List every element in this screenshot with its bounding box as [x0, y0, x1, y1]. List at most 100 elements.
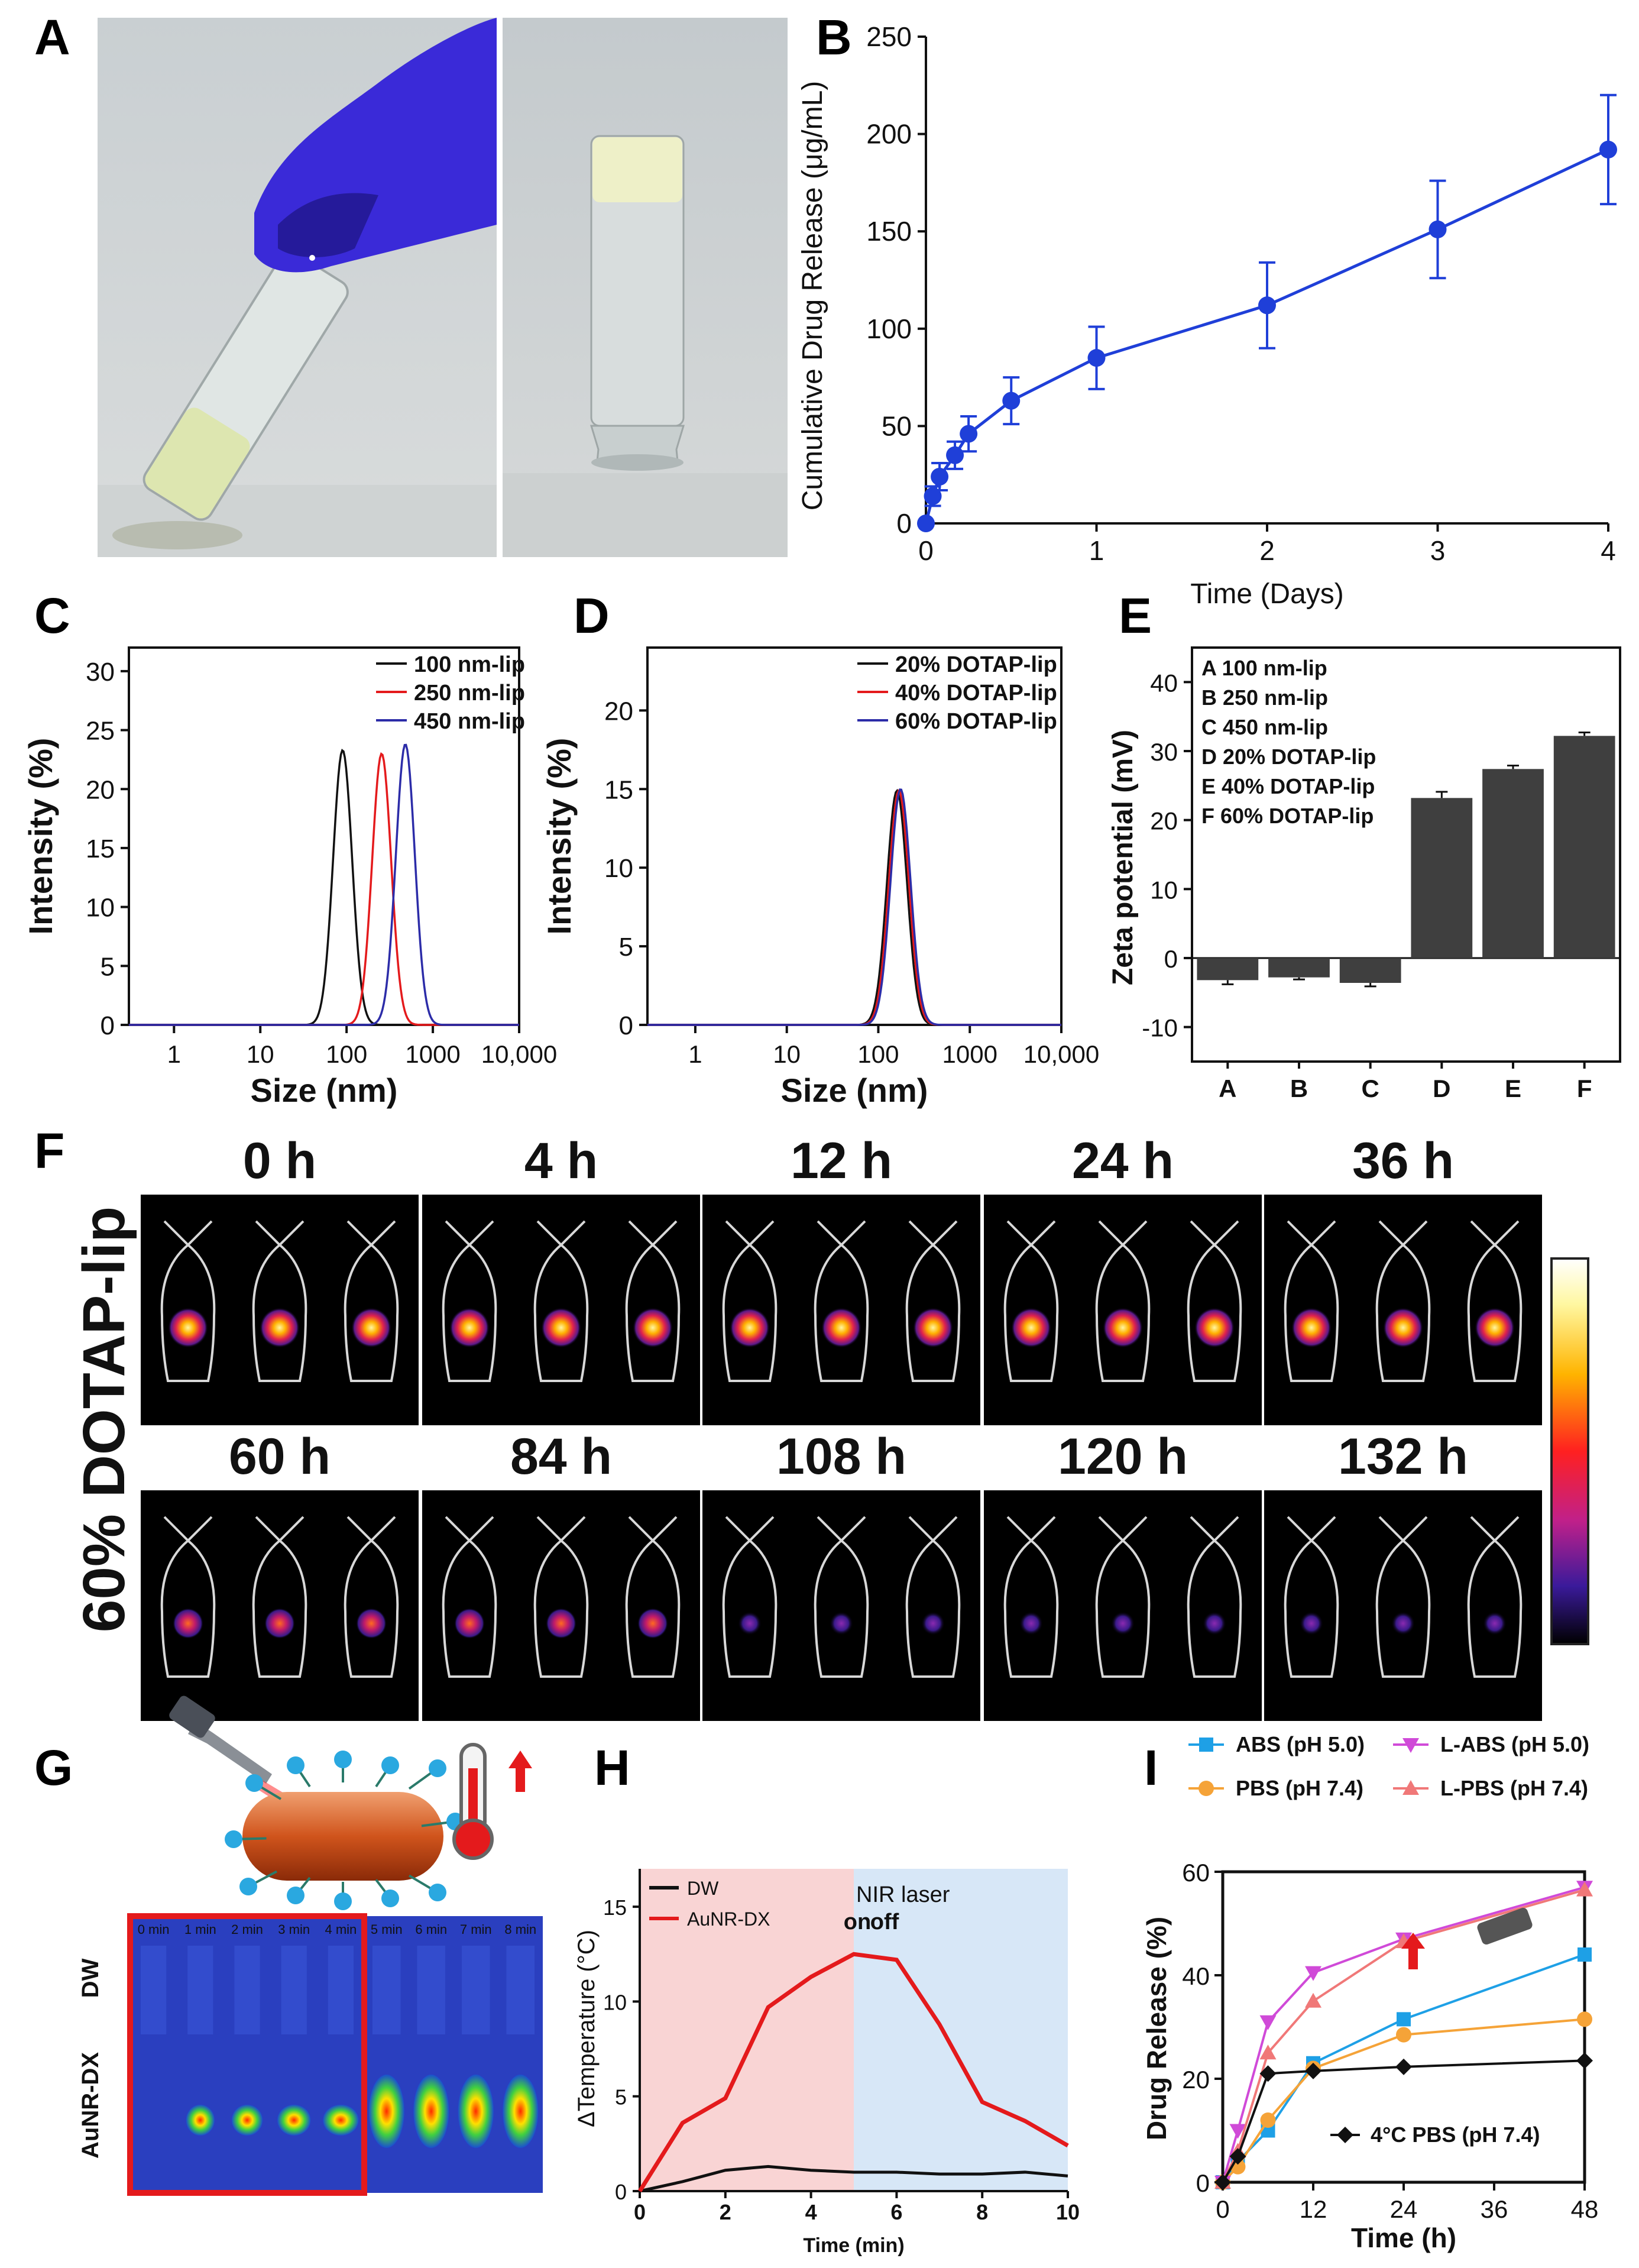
signal-spot [1019, 1612, 1043, 1635]
y-tick-label: 10 [1150, 876, 1178, 904]
mouse-outline [625, 1516, 681, 1678]
panel-label-e: E [1119, 588, 1152, 643]
mouse-outline [442, 1516, 497, 1678]
thermal-row-dw: DW [77, 1958, 103, 1998]
thermal-image: 0 min 1 min 2 min 3 min 4 min 5 min 6 min 7 min… [77, 1913, 543, 2196]
mouse-outline [252, 1516, 307, 1678]
y-tick-label: 150 [866, 216, 912, 247]
x-tick-label: 8 [976, 2200, 988, 2224]
thermal-row-aunr: AuNR-DX [77, 2052, 103, 2159]
marker-diamond [1337, 2127, 1353, 2143]
thermal-time-label: 6 min [415, 1922, 447, 1937]
image-tile [1264, 1490, 1542, 1721]
image-tile [984, 1490, 1262, 1721]
legend-label: AuNR-DX [687, 1908, 770, 1930]
time-label: 12 h [791, 1133, 892, 1189]
x-tick-label: 24 [1390, 2195, 1418, 2223]
mouse-outline [252, 1220, 307, 1382]
signal-spot [168, 1308, 208, 1348]
signal-spot [1194, 1308, 1235, 1348]
marker-triangle-down [1402, 1738, 1419, 1753]
signal-spot [356, 1608, 387, 1639]
mouse-outline [625, 1220, 681, 1382]
y-tick-label: 40 [1150, 669, 1178, 697]
x-axis-label: Size (nm) [781, 1072, 928, 1109]
x-tick-label: 2 [1259, 535, 1275, 566]
chart-b-cumulative-release: 0 50 100 150 200 250 0 1 2 3 4 Time (Days) Cumulativ… [797, 21, 1617, 610]
mouse-outline [1467, 1220, 1523, 1382]
y-tick-label: 0 [1164, 945, 1178, 973]
legend-label: 4°C PBS (pH 7.4) [1371, 2123, 1540, 2147]
y-axis-label: Zeta potential (mV) [1107, 730, 1139, 985]
signal-spot [1300, 1612, 1323, 1635]
signal-spot [449, 1308, 490, 1348]
legend-label: 20% DOTAP-lip [895, 652, 1057, 677]
time-label: 120 h [1058, 1428, 1188, 1485]
x-tick-label: 10 [773, 1040, 801, 1068]
x-tick-label: 4 [805, 2200, 817, 2224]
marker-triangle-down [1305, 1966, 1321, 1981]
mouse-outline [1284, 1220, 1339, 1382]
y-tick-label: 0 [619, 1011, 633, 1040]
legend-entry: B 250 nm-lip [1201, 685, 1328, 710]
data-point [1258, 296, 1276, 315]
y-tick-label: 5 [101, 952, 115, 981]
y-axis-label: Intensity (%) [22, 738, 59, 935]
laser-off-region [854, 1869, 1068, 2191]
dw-vial [506, 1946, 535, 2034]
time-label: 4 h [524, 1133, 598, 1189]
mouse-outline [722, 1220, 778, 1382]
series-line-4 [1222, 2059, 1585, 2183]
hotspot [277, 2105, 311, 2136]
legend-label: 250 nm-lip [414, 681, 525, 706]
x-tick-label: 1000 [942, 1040, 997, 1068]
bar-C [1339, 958, 1401, 983]
panel-label-d: D [574, 588, 610, 643]
mouse-outline [1375, 1220, 1431, 1382]
y-tick-label: 30 [86, 658, 115, 687]
chart-d-dotap-size-distribution: 0 5 10 15 20 1 10 100 1000 10,000 Size (nm) Intensi… [540, 646, 1099, 1109]
data-point [1429, 220, 1447, 238]
x-tick-label: 48 [1571, 2195, 1599, 2223]
y-tick-label: 10 [86, 894, 115, 923]
mouse-outline [1095, 1516, 1151, 1678]
signal-spot [1011, 1308, 1051, 1348]
time-label: 36 h [1352, 1133, 1454, 1189]
signal-spot [821, 1308, 861, 1348]
legend-label: 60% DOTAP-lip [895, 709, 1057, 734]
signal-spot [1391, 1612, 1415, 1635]
thermal-time-label: 1 min [184, 1922, 216, 1937]
bar-F [1553, 736, 1615, 958]
signal-spot [454, 1608, 485, 1639]
panel-label-b: B [816, 9, 852, 65]
signal-spot [1291, 1308, 1332, 1348]
x-tick-label: 6 [890, 2200, 902, 2224]
signal-spot [351, 1308, 391, 1348]
imaging-panel: 60% DOTAP-lip 0 h 4 h 12 h 24 h 36 h 60 h 84 h… [71, 1133, 1589, 1721]
signal-spot [1203, 1612, 1226, 1635]
signal-spot [830, 1612, 853, 1635]
x-tick-label: 100 [857, 1040, 899, 1068]
ligand-head [287, 1756, 305, 1774]
y-tick-label: 0 [615, 2180, 627, 2204]
y-tick-label: 250 [866, 21, 912, 52]
data-point [1599, 140, 1617, 158]
x-tick-label: D [1433, 1075, 1450, 1102]
ligand-head [334, 1751, 352, 1768]
data-point [1002, 392, 1021, 410]
y-tick-label: 0 [1196, 2169, 1210, 2197]
data-point [946, 446, 964, 464]
mouse-outline [722, 1516, 778, 1678]
x-axis-label: Time (min) [803, 2234, 904, 2257]
plot-frame [1191, 646, 1621, 1063]
dw-vial [372, 1946, 401, 2034]
legend-label: 100 nm-lip [414, 652, 525, 677]
chart-h-temperature: 0 5 10 15 0 2 4 6 8 10 Time (min) ΔTemperature (°C)… [574, 1869, 1080, 2257]
marker-triangle-up [1259, 2044, 1277, 2060]
legend-entry: E 40% DOTAP-lip [1201, 774, 1375, 798]
x-tick-label: C [1361, 1075, 1379, 1102]
marker-circle [1577, 2011, 1592, 2027]
y-tick-label: 20 [604, 697, 633, 726]
series-line-0 [639, 2165, 1068, 2193]
ligand-head [225, 1830, 242, 1848]
